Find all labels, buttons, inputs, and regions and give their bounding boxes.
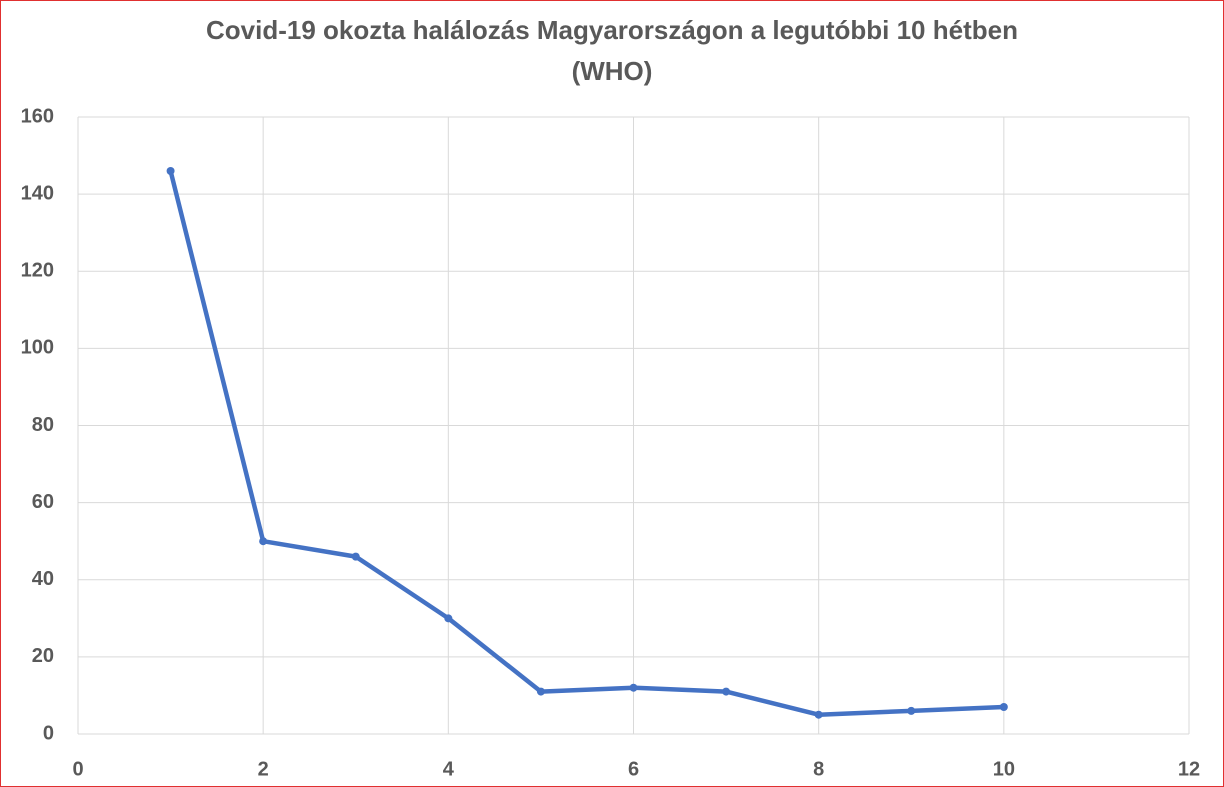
data-point <box>536 687 545 696</box>
x-tick-label: 0 <box>72 758 83 780</box>
data-point <box>629 683 638 692</box>
x-tick-label: 6 <box>628 758 639 780</box>
data-point <box>351 552 360 561</box>
x-tick-label: 10 <box>993 758 1015 780</box>
data-point <box>814 710 823 719</box>
x-tick-label: 12 <box>1178 758 1200 780</box>
y-tick-label: 40 <box>32 568 54 590</box>
data-point <box>444 614 453 623</box>
y-tick-label: 120 <box>21 260 54 282</box>
x-tick-label: 8 <box>813 758 824 780</box>
y-tick-label: 140 <box>21 182 54 204</box>
chart-subtitle: (WHO) <box>572 56 653 86</box>
y-tick-label: 160 <box>21 105 54 127</box>
x-tick-label: 2 <box>258 758 269 780</box>
y-tick-label: 60 <box>32 491 54 513</box>
y-tick-label: 0 <box>43 722 54 744</box>
data-point <box>259 537 268 546</box>
x-tick-label: 4 <box>443 758 455 780</box>
data-line <box>168 168 1007 717</box>
y-tick-label: 80 <box>32 414 54 436</box>
data-point <box>999 703 1008 712</box>
data-point <box>907 706 916 715</box>
data-point <box>166 166 175 175</box>
y-tick-label: 20 <box>32 645 54 667</box>
chart-title: Covid-19 okozta halálozás Magyarországon… <box>206 15 1018 45</box>
y-tick-label: 100 <box>21 337 54 359</box>
data-point <box>722 687 731 696</box>
